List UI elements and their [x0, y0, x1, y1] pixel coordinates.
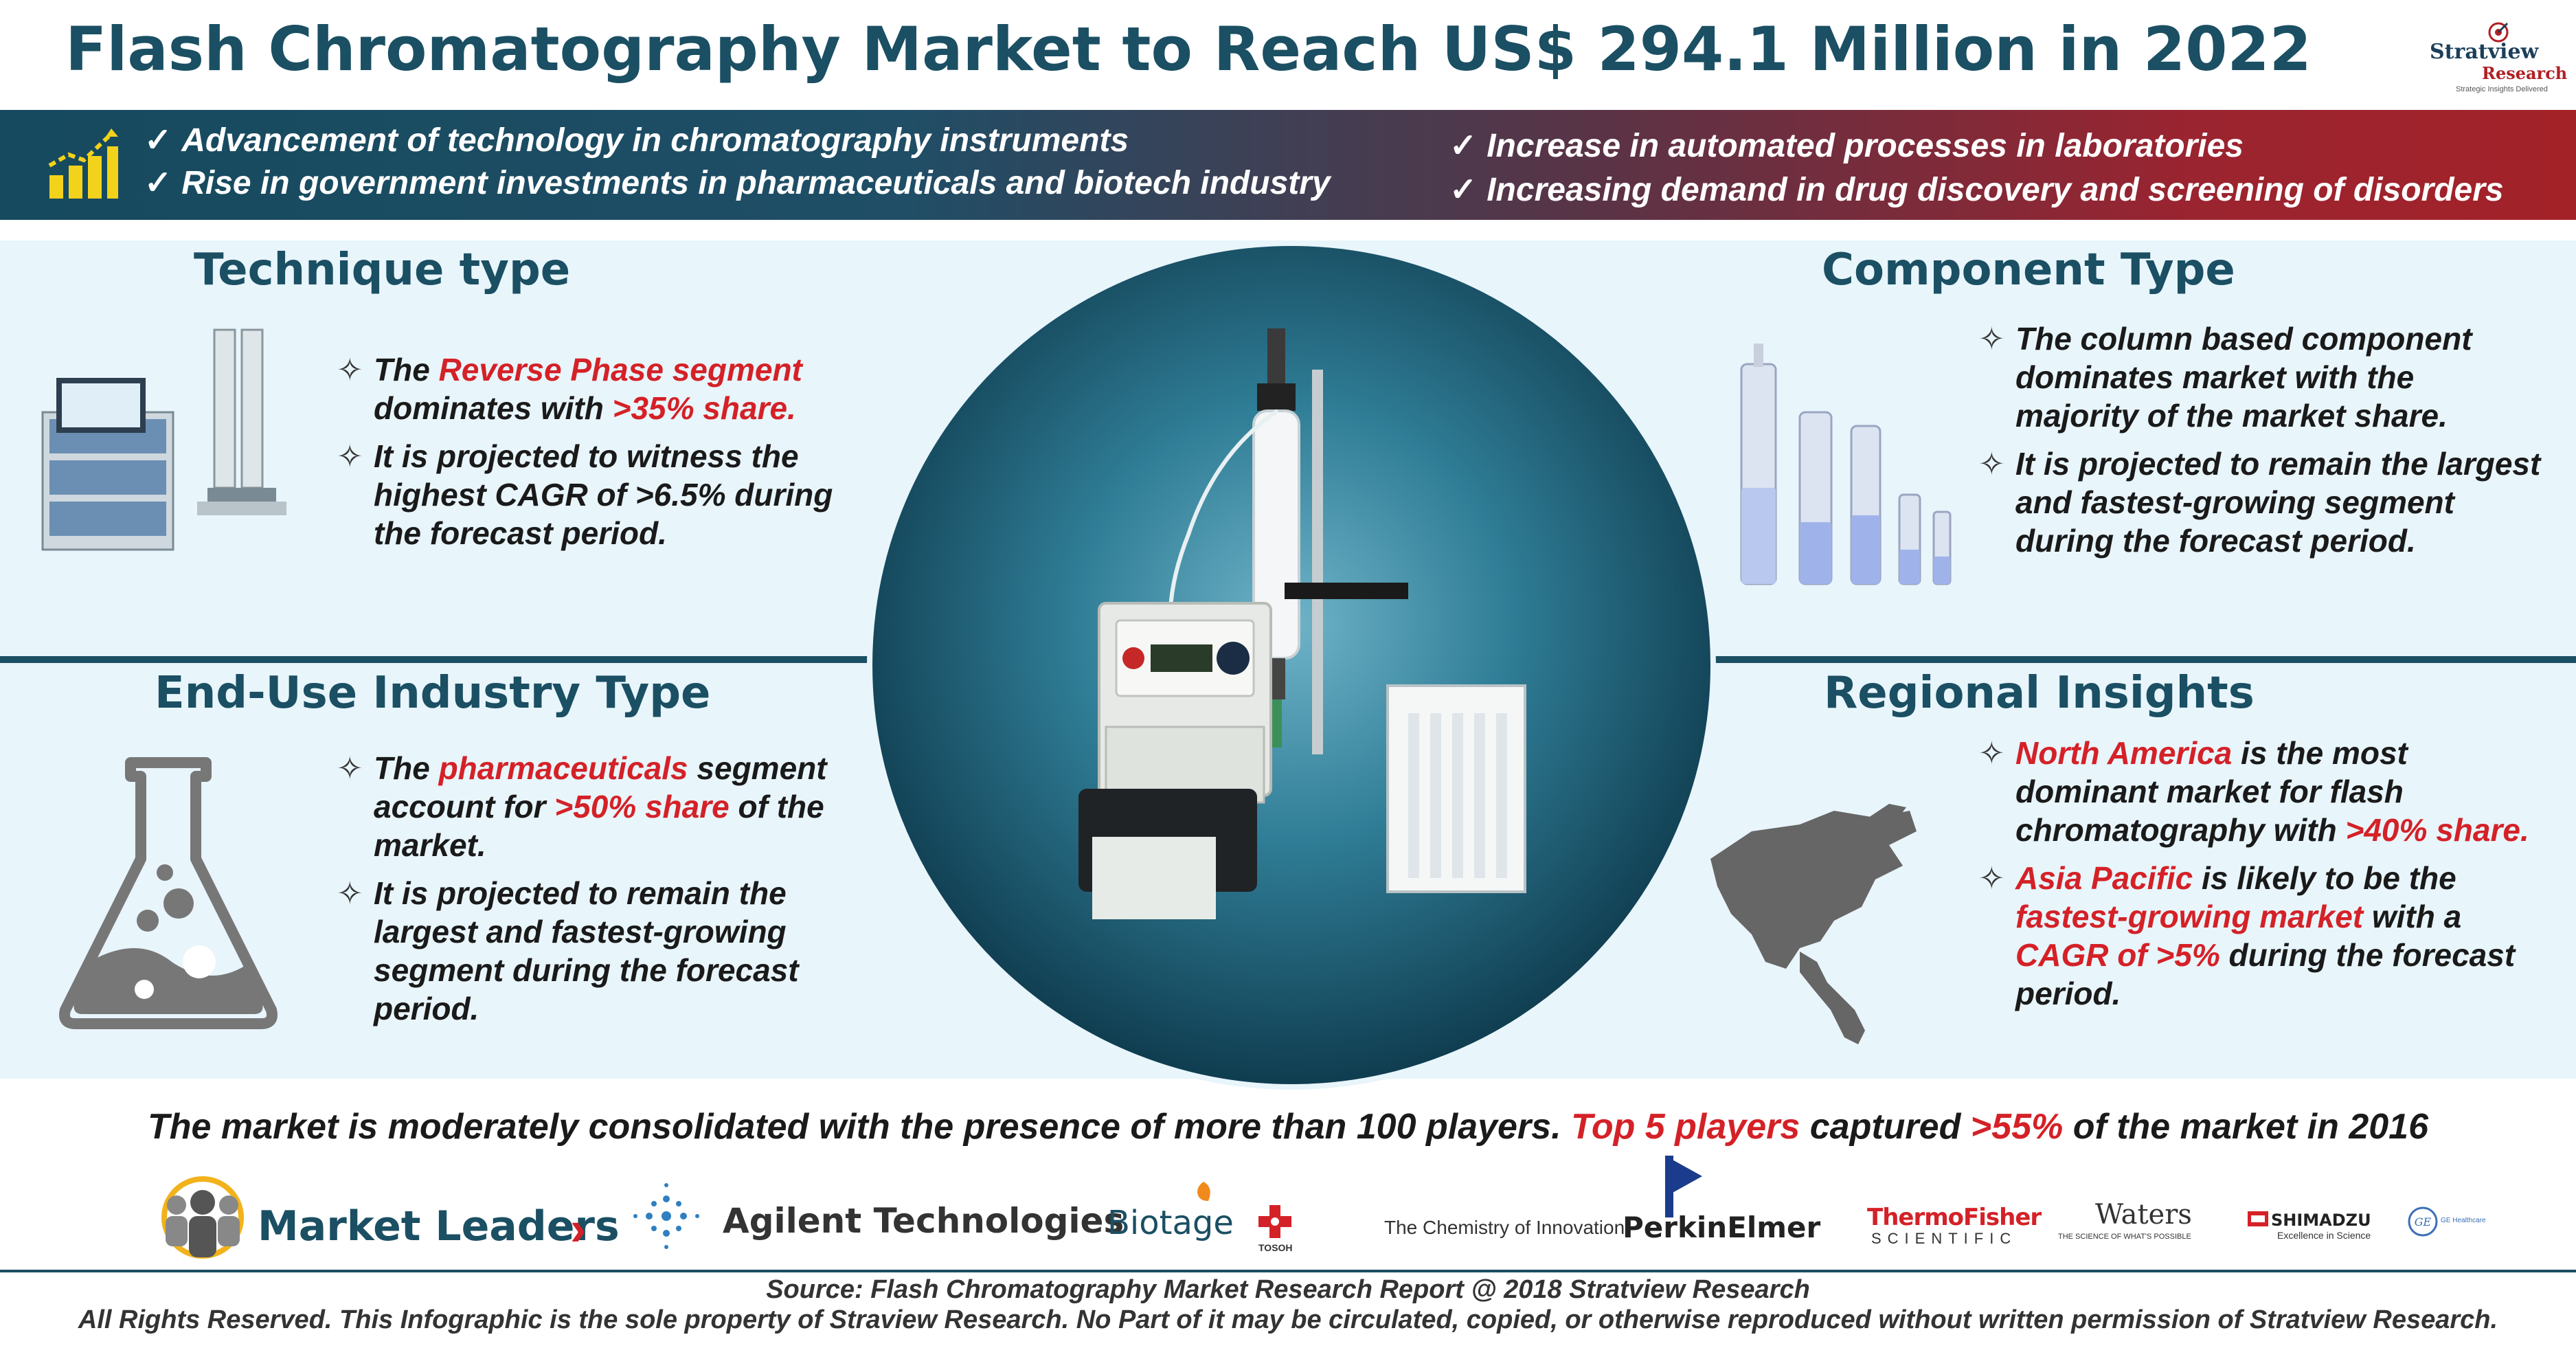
- driver-item: ✓ Increasing demand in drug discovery and…: [1449, 172, 2504, 208]
- shimadzu-mark-icon: [2248, 1211, 2268, 1226]
- driver-item: ✓ Rise in government investments in pharm…: [144, 165, 1331, 201]
- check-icon: ✓: [1449, 128, 1478, 164]
- check-icon: ✓: [144, 122, 172, 159]
- biotage-logo: Biotage: [1107, 1204, 1234, 1242]
- logo-mark-icon: [2488, 22, 2509, 43]
- flask-icon: [59, 757, 278, 1029]
- perkinelmer-p-icon: [1665, 1156, 1702, 1217]
- rights-note: All Rights Reserved. This Infographic is…: [78, 1305, 2498, 1334]
- market-leaders-group-icon: [161, 1176, 244, 1259]
- agilent-logo: Agilent Technologies: [723, 1201, 1125, 1241]
- brand-research: Research: [2482, 63, 2568, 83]
- list-item: It is projected to witness the highest C…: [337, 437, 859, 552]
- list-item: It is projected to remain the largest an…: [337, 874, 886, 1028]
- list-item: The pharmaceuticals segment account for …: [337, 749, 886, 864]
- component-title: Component Type: [1822, 245, 2235, 295]
- shimadzu-tagline: Excellence in Science: [2277, 1230, 2371, 1241]
- list-item: The column based component dominates mar…: [1978, 319, 2542, 435]
- consolidation-statement: The market is moderately consolidated wi…: [147, 1107, 2429, 1147]
- waters-tagline: THE SCIENCE OF WHAT'S POSSIBLE: [2058, 1233, 2191, 1241]
- footer-divider: [0, 1270, 2576, 1272]
- list-item: The Reverse Phase segment dominates with…: [337, 350, 859, 427]
- enduse-title: End-Use Industry Type: [155, 668, 711, 719]
- enduse-bullets: The pharmaceuticals segment account for …: [337, 749, 886, 1037]
- drivers-band: ✓ Advancement of technology in chromatogr…: [0, 110, 2576, 220]
- regional-bullets: North America is the most dominant marke…: [1978, 734, 2542, 1022]
- north-america-map-icon: [1710, 804, 1917, 1044]
- chromatography-system-icon: [41, 328, 286, 551]
- chemistry-of-innovation-logo: The Chemistry of Innovation: [1384, 1217, 1625, 1238]
- driver-item: ✓ Advancement of technology in chromatogr…: [144, 122, 1129, 159]
- source-note: Source: Flash Chromatography Market Rese…: [766, 1275, 1810, 1304]
- flash-chromatography-instrument-icon: [1078, 328, 1526, 919]
- svg-text:GE: GE: [2415, 1215, 2432, 1228]
- waters-logo: Waters: [2095, 1199, 2192, 1231]
- biotage-leaf-icon: [1197, 1182, 1210, 1201]
- ge-monogram-icon: GE: [2408, 1206, 2438, 1237]
- technique-title: Technique type: [194, 245, 571, 295]
- thermofisher-logo: ThermoFisher: [1867, 1204, 2042, 1231]
- brand-tagline: Strategic Insights Delivered: [2456, 85, 2548, 93]
- list-item: Asia Pacific is likely to be the fastest…: [1978, 859, 2542, 1013]
- tosoh-logo: TOSOH: [1258, 1242, 1293, 1253]
- growth-chart-icon: [48, 128, 118, 199]
- driver-item: ✓ Increase in automated processes in labo…: [1449, 128, 2244, 164]
- thermofisher-scientific-label: SCIENTIFIC: [1871, 1230, 2018, 1247]
- regional-title: Regional Insights: [1824, 668, 2255, 719]
- check-icon: ✓: [144, 165, 172, 201]
- shimadzu-logo: SHIMADZU: [2271, 1211, 2371, 1230]
- tosoh-cross-icon: [1258, 1205, 1291, 1238]
- perkinelmer-logo: PerkinElmer: [1623, 1211, 1821, 1244]
- technique-bullets: The Reverse Phase segment dominates with…: [337, 350, 859, 562]
- list-item: It is projected to remain the largest an…: [1978, 445, 2542, 560]
- ge-healthcare-logo: GE Healthcare: [2441, 1217, 2486, 1224]
- stratview-logo: Stratview Research Strategic Insights De…: [2421, 21, 2567, 96]
- brand-name: Stratview: [2430, 40, 2539, 64]
- agilent-spark-icon: [633, 1183, 699, 1249]
- column-cartridges-icon: [1740, 344, 1952, 585]
- page-title: Flash Chromatography Market to Reach US$…: [65, 14, 2312, 85]
- market-leaders-label: Market Leaders: [258, 1202, 620, 1250]
- component-bullets: The column based component dominates mar…: [1978, 319, 2542, 570]
- check-icon: ✓: [1449, 172, 1478, 208]
- list-item: North America is the most dominant marke…: [1978, 734, 2542, 849]
- chevron-right-icon: ›: [570, 1202, 587, 1255]
- instrument-photo: [867, 240, 1716, 1090]
